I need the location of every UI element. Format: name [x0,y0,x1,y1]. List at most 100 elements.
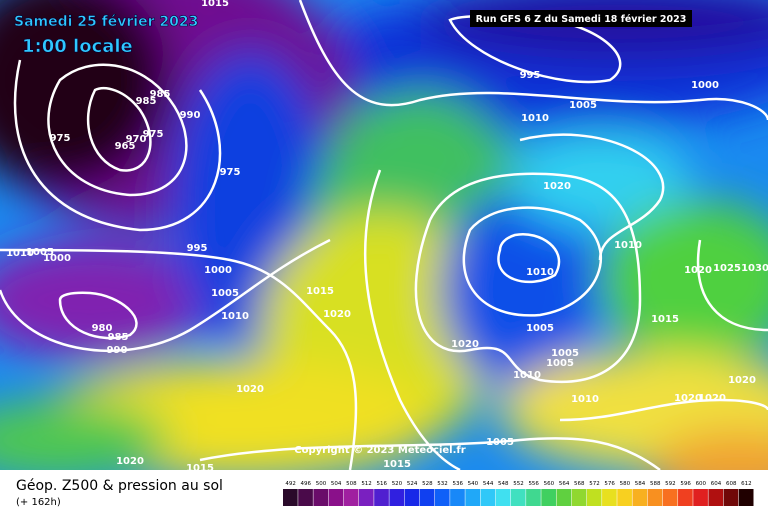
scale-label: 584 [635,481,646,487]
scale-label: 528 [422,481,433,487]
isobar-label: 980 [92,323,113,334]
scale-swatch [617,489,632,506]
isobar-label: 1000 [43,253,71,264]
scale-swatch [434,489,450,506]
valid-time: 1:00 locale [22,36,133,57]
scale-swatch [298,489,313,506]
isobar-label: 1010 [513,370,541,381]
scale-swatch [419,489,435,506]
scale-swatch [571,489,587,506]
isobar-label: 1015 [383,459,411,470]
scale-swatch [480,489,496,506]
scale-label: 496 [301,481,312,487]
isobar-label: 1005 [26,247,54,258]
scale-label: 612 [741,481,752,487]
isobar-label: 1010 [614,240,642,251]
isobar-label: 1010 [571,394,599,405]
scale-swatch [708,489,724,506]
isobar-label: 1005 [211,288,239,299]
scale-swatch [647,489,663,506]
isobar-label: 975 [220,167,241,178]
isobar-label: 1020 [728,375,756,386]
run-box [470,10,692,27]
isobar-label: 1000 [691,80,719,91]
scale-label: 556 [528,481,539,487]
isobar-label: 995 [520,70,541,81]
scale-swatch [738,489,754,506]
scale-label: 608 [726,481,737,487]
legend-lead: (+ 162h) [16,497,61,508]
isobar-label: 1025 [713,263,741,274]
isobar-label: 1020 [323,309,351,320]
isobar-label: 1005 [546,358,574,369]
isobar-label: 1015 [201,0,229,9]
scale-swatch [586,489,602,506]
scale-label: 540 [468,481,479,487]
header: Samedi 25 février 2023 1:00 locale Run G… [14,10,692,57]
scale-swatch [556,489,572,506]
scale-swatch [693,489,708,506]
scale-swatch [328,489,344,506]
scale-label: 504 [331,481,342,487]
scale-label: 552 [513,481,524,487]
isobar-label: 995 [187,243,208,254]
legend-title: Géop. Z500 & pression au sol [16,478,223,494]
scale-label: 604 [711,481,722,487]
scale-swatch [343,489,359,506]
scale-label: 520 [392,481,403,487]
scale-swatch [526,489,541,506]
isobar-label: 970 [126,134,147,145]
scale-swatch [541,489,556,506]
isobar-label: 1015 [186,463,214,474]
scale-swatch [510,489,526,506]
isobar-label: 1010 [221,311,249,322]
title: Samedi 25 février 2023 [14,14,198,30]
scale-label: 516 [377,481,388,487]
scale-label: 580 [620,481,631,487]
scale-swatch [602,489,617,506]
isobar-label: 1005 [569,100,597,111]
color-scale: 492 496 500 504 508 512 516 520 524 528 532 536 540 5… [283,481,754,506]
isobar-label: 990 [180,110,201,121]
isobar-label: 990 [107,345,128,356]
isobar-label: 975 [143,129,164,140]
scale-label: 588 [650,481,661,487]
scale-swatch [450,489,465,506]
scale-label: 544 [483,481,494,487]
copyright: Copyright © 2023 Meteociel.fr [294,445,465,456]
scale-label: 560 [544,481,555,487]
scale-swatch [678,489,693,506]
isobar-label: 1020 [698,393,726,404]
scale-label: 564 [559,481,570,487]
scale-label: 592 [665,481,676,487]
isobar-labels: 1015995100010051010985985990975970965975… [6,0,768,474]
scale-label: 532 [437,481,448,487]
scale-label: 508 [346,481,357,487]
scale-label: 596 [680,481,691,487]
scale-swatch [662,489,678,506]
isobar-label: 1010 [526,267,554,278]
scale-swatch [283,489,298,506]
scale-swatch [389,489,405,506]
isobar-label: 1020 [684,265,712,276]
scale-label: 492 [285,481,296,487]
isobar-label: 1020 [451,339,479,350]
isobar-label: 1005 [551,348,579,359]
scale-label: 524 [407,481,418,487]
scale-label: 500 [316,481,327,487]
scale-label: 600 [696,481,707,487]
scale-label: 536 [452,481,463,487]
isobar-label: 1010 [521,113,549,124]
isobars [0,0,768,470]
scale-swatch [313,489,329,506]
isobar-label: 1030 [741,263,768,274]
scale-swatch [495,489,511,506]
scale-swatch [358,489,374,506]
scale-swatch [723,489,739,506]
isobar-label: 985 [108,332,129,343]
isobar-label: 1015 [651,314,679,325]
isobar-label: 985 [150,89,171,100]
scale-swatch [374,489,389,506]
